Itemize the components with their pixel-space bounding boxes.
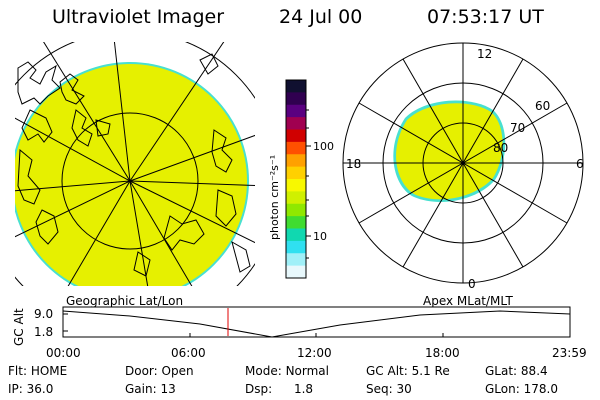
mlt-label-6: 6 xyxy=(576,157,584,171)
colorbar: 100 10 photon cm⁻²s⁻¹ xyxy=(268,79,334,279)
glon-status: GLon: 178.0 xyxy=(485,382,558,396)
gain-status: Gain: 13 xyxy=(125,382,176,396)
mode-status: Mode: Normal xyxy=(245,364,329,378)
colorbar-segment xyxy=(286,203,306,217)
gain-value: 13 xyxy=(160,382,176,396)
gcalt-status: GC Alt: 5.1 Re xyxy=(366,364,450,378)
coastlines xyxy=(17,53,251,277)
colorbar-unit-label: photon cm⁻²s⁻¹ xyxy=(268,155,281,240)
colorbar-tick-10: 10 xyxy=(313,230,327,243)
mlt-label-18: 18 xyxy=(346,157,361,171)
door-value: Open xyxy=(161,364,194,378)
auroral-image xyxy=(15,64,247,286)
colorbar-segment xyxy=(286,179,306,192)
colorbar-segment xyxy=(286,191,306,205)
alt-tick-low: 1.8 xyxy=(34,325,53,339)
time-label: 07:53:17 UT xyxy=(427,6,544,28)
altitude-curve xyxy=(62,310,571,338)
glat-status: GLat: 88.4 xyxy=(485,364,548,378)
time-tick-0000: 00:00 xyxy=(46,346,81,360)
flt-status: Flt: HOME xyxy=(8,364,68,378)
mlat-label-70: 70 xyxy=(510,121,525,135)
colorbar-segment xyxy=(286,117,306,130)
glon-value: 178.0 xyxy=(523,382,558,396)
colorbar-segment xyxy=(286,265,306,279)
mlt-label-0: 0 xyxy=(468,277,476,291)
apex-label: Apex MLat/MLT xyxy=(423,294,513,308)
colorbar-segment xyxy=(286,166,306,180)
altitude-plot: Geographic Lat/Lon Apex MLat/MLT 9.0 1.8… xyxy=(12,294,571,346)
colorbar-segment xyxy=(286,104,306,118)
colorbar-segment xyxy=(286,228,306,242)
date-label: 24 Jul 00 xyxy=(279,6,363,28)
mlat-label-60: 60 xyxy=(535,99,550,113)
colorbar-segment xyxy=(286,216,306,229)
dsp-status: Dsp: 1.8 xyxy=(245,382,314,396)
colorbar-segment xyxy=(286,154,306,168)
colorbar-segment xyxy=(286,80,306,93)
graticule xyxy=(15,42,255,286)
time-tick-0600: 06:00 xyxy=(171,346,206,360)
alt-tick-high: 9.0 xyxy=(34,307,53,321)
alt-axis-label: GC Alt xyxy=(12,308,26,346)
colorbar-segment xyxy=(286,141,306,155)
colorbar-segment xyxy=(286,92,306,106)
mlat-label-80: 80 xyxy=(493,141,508,155)
time-tick-1200: 12:00 xyxy=(297,346,332,360)
gcalt-value: 5.1 Re xyxy=(411,364,450,378)
dsp-value: 1.8 xyxy=(293,382,314,396)
mlt-label-12: 12 xyxy=(477,47,492,61)
time-tick-2359: 23:59 xyxy=(552,346,587,360)
door-status: Door: Open xyxy=(125,364,194,378)
auroral-oval xyxy=(396,103,503,200)
magnetic-polar-panel: 12 18 6 0 60 70 80 xyxy=(342,42,584,291)
ip-status: IP: 36.0 xyxy=(8,382,54,396)
geographic-label: Geographic Lat/Lon xyxy=(66,294,183,308)
time-tick-1800: 18:00 xyxy=(425,346,460,360)
seq-status: Seq: 30 xyxy=(366,382,412,396)
mode-value: Normal xyxy=(285,364,329,378)
glat-value: 88.4 xyxy=(520,364,548,378)
seq-value: 30 xyxy=(396,382,412,396)
ip-value: 36.0 xyxy=(26,382,54,396)
instrument-title: Ultraviolet Imager xyxy=(52,6,225,28)
geographic-panel xyxy=(15,42,255,286)
flt-value: HOME xyxy=(30,364,68,378)
colorbar-segment xyxy=(286,129,306,143)
colorbar-segment xyxy=(286,253,306,267)
colorbar-tick-100: 100 xyxy=(313,140,334,153)
colorbar-segment xyxy=(286,240,306,254)
